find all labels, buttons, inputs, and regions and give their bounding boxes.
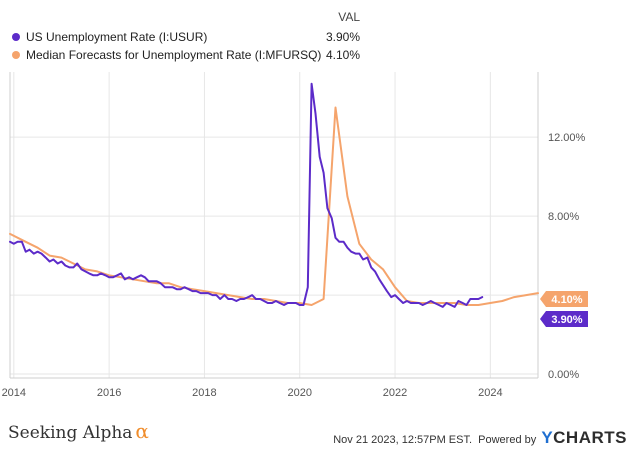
y-tick-label: 12.00% <box>548 132 586 144</box>
seeking-alpha-logo: Seeking Alpha α <box>8 419 149 443</box>
legend-value-us-unemployment: 3.90% <box>325 30 360 44</box>
legend-item-median-forecast[interactable]: Median Forecasts for Unemployment Rate (… <box>12 48 321 62</box>
legend-marker-median-forecast <box>12 50 20 59</box>
powered-by-label: Powered by <box>478 434 537 446</box>
legend-value-header: VAL <box>338 10 360 24</box>
y-tick-label: 8.00% <box>548 211 579 223</box>
legend-label: Median Forecasts for Unemployment Rate (… <box>26 48 322 62</box>
legend-item-us-unemployment[interactable]: US Unemployment Rate (I:USUR) <box>12 30 207 44</box>
ycharts-logo[interactable]: YCHARTS <box>541 428 627 447</box>
x-tick-label: 2022 <box>383 387 407 399</box>
legend-label: US Unemployment Rate (I:USUR) <box>26 30 208 44</box>
x-tick-label: 2018 <box>192 387 216 399</box>
legend-value-median-forecast: 4.10% <box>325 48 360 62</box>
x-tick-label: 2020 <box>287 387 311 399</box>
x-tick-label: 2024 <box>478 387 502 399</box>
x-tick-label: 2016 <box>97 387 121 399</box>
end-value-badge <box>540 291 588 307</box>
end-value-label: 4.10% <box>551 294 582 306</box>
chart-attribution: Nov 21 2023, 12:57PM EST. Powered by YCH… <box>333 428 627 448</box>
y-tick-label: 0.00% <box>548 369 579 381</box>
end-value-badge <box>540 311 588 327</box>
chart-timestamp: Nov 21 2023, 12:57PM EST. <box>333 434 473 446</box>
chart-legend: VAL US Unemployment Rate (I:USUR) 3.90% … <box>0 0 635 70</box>
legend-marker-us-unemployment <box>12 32 20 41</box>
x-tick-label: 2014 <box>2 387 26 399</box>
end-value-label: 3.90% <box>551 314 582 326</box>
series-line-us-unemployment <box>9 82 484 308</box>
